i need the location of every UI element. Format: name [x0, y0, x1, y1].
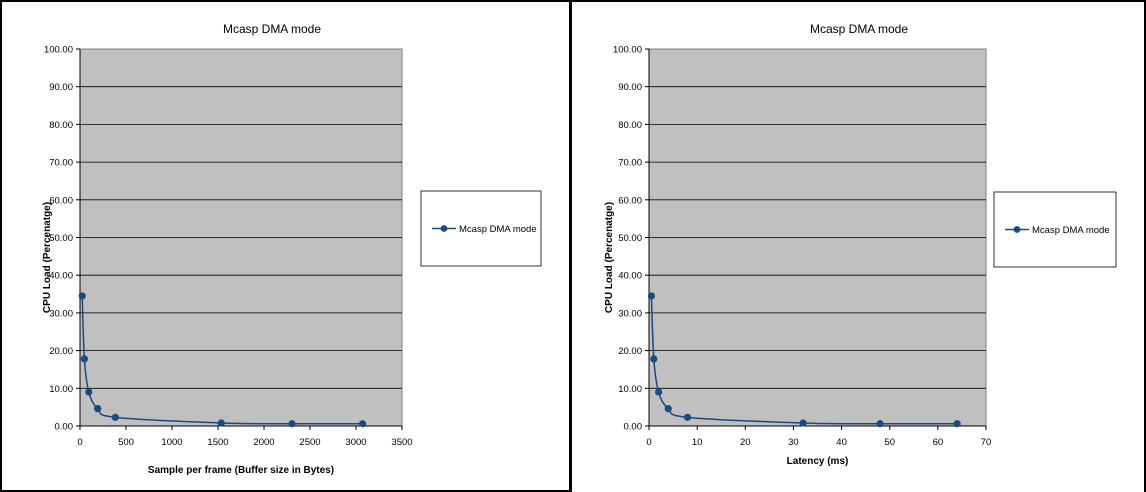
data-point [94, 405, 102, 413]
y-tick-label: 60.00 [618, 195, 642, 206]
x-axis-title: Sample per frame (Buffer size in Bytes) [148, 465, 334, 476]
chart-right: 0.00 10.00 20.00 30.00 40.00 50.00 60.00 70.00 8… [604, 22, 1117, 467]
x-tick-label: 40 [836, 437, 847, 448]
data-point [650, 355, 658, 363]
y-tick-label: 10.00 [49, 384, 73, 395]
y-tick-label: 40.00 [618, 271, 642, 282]
y-axis-title: CPU Load (Percenatge) [42, 202, 53, 313]
data-point [664, 405, 672, 413]
legend-label: Mcasp DMA mode [1032, 225, 1110, 236]
y-tick-label: 80.00 [618, 120, 642, 131]
y-tick-label: 30.00 [618, 308, 642, 319]
y-tick-label: 70.00 [49, 158, 73, 169]
y-tick-label: 20.00 [618, 346, 642, 357]
chart-title: Mcasp DMA mode [223, 22, 321, 36]
y-tick-label: 100.00 [44, 45, 73, 56]
chart-left: 0.00 10.00 20.00 30.00 40.00 50.00 60.00 70.00 8… [42, 22, 542, 476]
data-point [655, 388, 663, 396]
y-axis-title: CPU Load (Percenatge) [604, 202, 615, 313]
data-point [799, 419, 807, 427]
data-point [80, 355, 89, 363]
y-tick-label: 0.00 [55, 422, 74, 433]
data-point [85, 388, 93, 396]
chart-panel-right: 0.00 10.00 20.00 30.00 40.00 50.00 60.00 70.00 8… [572, 0, 1146, 492]
series-line [650, 295, 958, 425]
data-point [111, 413, 119, 421]
y-tick-label: 80.00 [49, 120, 73, 131]
data-point [217, 419, 225, 427]
data-point [359, 420, 367, 428]
x-tick-label: 2500 [299, 437, 320, 448]
chart-panel-left: 0.00 10.00 20.00 30.00 40.00 50.00 60.00 70.00 8… [0, 0, 572, 492]
y-tick-label: 50.00 [49, 233, 73, 244]
chart-title: Mcasp DMA mode [810, 22, 908, 36]
x-tick-label: 0 [646, 437, 651, 448]
series-line [81, 295, 363, 425]
legend-marker [1013, 226, 1021, 233]
x-tick-label: 60 [933, 437, 944, 448]
x-axis-title: Latency (ms) [787, 456, 849, 467]
y-tick-label: 0.00 [624, 422, 643, 433]
y-tick-label: 20.00 [49, 346, 73, 357]
legend-marker [440, 225, 448, 232]
x-tick-label: 20 [740, 437, 751, 448]
y-tick-label: 90.00 [618, 82, 642, 93]
data-point [288, 420, 296, 428]
y-tick-label: 60.00 [49, 195, 73, 206]
data-point [876, 420, 884, 428]
x-tick-label: 3500 [391, 437, 412, 448]
x-tick-label: 0 [77, 437, 82, 448]
x-tick-label: 10 [692, 437, 703, 448]
x-tick-label: 1500 [207, 437, 228, 448]
y-tick-label: 70.00 [618, 158, 642, 169]
y-tick-label: 40.00 [49, 271, 73, 282]
x-tick-label: 30 [788, 437, 799, 448]
x-tick-label: 70 [981, 437, 992, 448]
data-point [683, 413, 692, 421]
x-tick-label: 2000 [253, 437, 274, 448]
y-tick-label: 100.00 [613, 45, 642, 56]
x-tick-label: 3000 [345, 437, 366, 448]
legend-label: Mcasp DMA mode [459, 224, 537, 235]
data-point [647, 292, 656, 300]
x-tick-label: 50 [884, 437, 895, 448]
x-tick-label: 1000 [161, 437, 182, 448]
data-point [78, 292, 86, 300]
y-tick-label: 30.00 [49, 308, 73, 319]
data-point [953, 420, 961, 428]
y-tick-label: 50.00 [618, 233, 642, 244]
y-tick-label: 90.00 [49, 82, 73, 93]
x-tick-label: 500 [118, 437, 134, 448]
y-tick-label: 10.00 [618, 384, 642, 395]
